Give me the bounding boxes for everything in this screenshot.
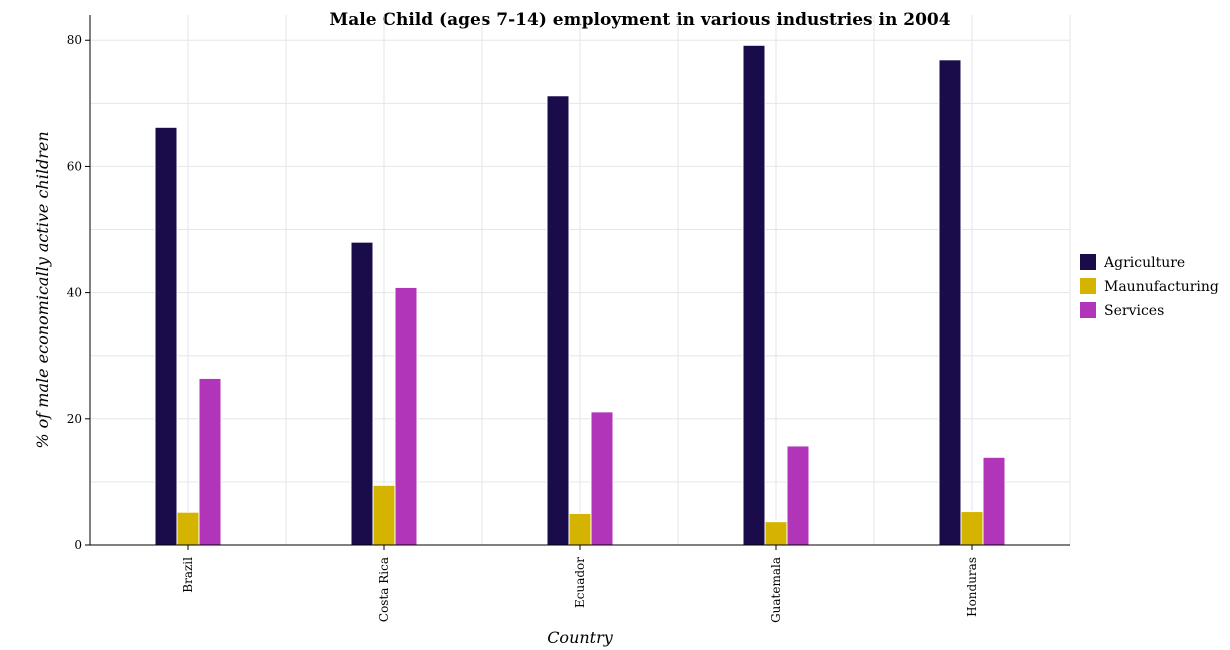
bar-maunufacturing-brazil bbox=[176, 511, 200, 546]
chart-title: Male Child (ages 7-14) employment in var… bbox=[329, 10, 950, 30]
bar-services-brazil bbox=[198, 377, 222, 546]
y-tick-label: 80 bbox=[67, 33, 82, 47]
x-tick-label: Ecuador bbox=[573, 557, 587, 608]
bar-services-costa-rica bbox=[394, 286, 418, 546]
grid bbox=[89, 15, 1071, 546]
bar-agriculture-guatemala bbox=[742, 44, 766, 546]
bar-maunufacturing-ecuador bbox=[568, 512, 592, 546]
bar-services-honduras bbox=[982, 456, 1006, 546]
y-axis-label: % of male economically active children bbox=[33, 131, 52, 448]
legend-label-agriculture: Agriculture bbox=[1103, 255, 1185, 271]
ticks: 0 20 40 60 80 Brazil Costa Rica Ecuador Guatemal… bbox=[67, 33, 979, 623]
bar-agriculture-costa-rica bbox=[350, 241, 374, 546]
legend-swatch-services bbox=[1080, 302, 1096, 318]
bar-agriculture-honduras bbox=[938, 59, 962, 546]
x-tick-label: Honduras bbox=[965, 557, 979, 617]
bar-services-ecuador bbox=[590, 411, 614, 546]
legend-label-maunufacturing: Maunufacturing bbox=[1104, 279, 1219, 295]
y-tick-label: 0 bbox=[74, 538, 82, 552]
bar-maunufacturing-costa-rica bbox=[372, 484, 396, 546]
legend-label-services: Services bbox=[1104, 303, 1164, 319]
legend-swatch-maunufacturing bbox=[1080, 278, 1096, 294]
bar-maunufacturing-honduras bbox=[960, 511, 984, 546]
x-tick-label: Costa Rica bbox=[377, 557, 391, 622]
x-tick-label: Brazil bbox=[181, 557, 195, 593]
bar-agriculture-brazil bbox=[154, 126, 178, 546]
y-tick-label: 20 bbox=[67, 412, 82, 426]
bar-agriculture-ecuador bbox=[546, 95, 570, 546]
legend-swatch-agriculture bbox=[1080, 254, 1096, 270]
legend: Agriculture Maunufacturing Services bbox=[1080, 254, 1219, 319]
bar-services-guatemala bbox=[786, 445, 810, 546]
bar-maunufacturing-guatemala bbox=[764, 521, 788, 546]
x-tick-label: Guatemala bbox=[769, 557, 783, 623]
y-tick-label: 60 bbox=[67, 159, 82, 173]
x-axis-label: Country bbox=[547, 628, 614, 647]
y-tick-label: 40 bbox=[67, 286, 82, 300]
